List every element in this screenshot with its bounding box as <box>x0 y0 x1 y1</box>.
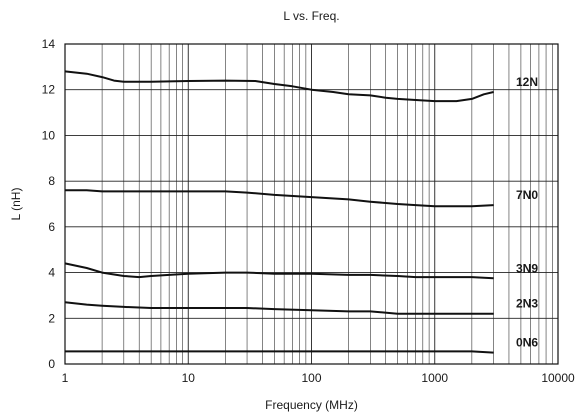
series-line-2n3 <box>64 301 494 315</box>
plot-frame <box>64 43 559 365</box>
tick-labels: 1 10 100 1000 10000 0 2 4 6 8 10 12 14 12N 7N0 3N9 2N3 0N… <box>42 37 575 385</box>
series-label-12n: 12N <box>516 75 538 89</box>
series-line-7n0 <box>65 189 494 208</box>
y-tick-label: 6 <box>48 220 55 234</box>
y-axis-title: L (nH) <box>9 188 23 221</box>
x-tick-label: 10000 <box>541 371 575 385</box>
series-label-7n0: 7N0 <box>516 188 538 202</box>
series-label-0n6: 0N6 <box>516 336 538 350</box>
series-line-12n <box>64 70 494 103</box>
series-lines <box>64 70 494 354</box>
x-tick-label: 100 <box>301 371 321 385</box>
chart-title: L vs. Freq. <box>283 9 339 23</box>
y-tick-label: 0 <box>48 357 55 371</box>
y-tick-label: 4 <box>48 266 55 280</box>
y-tick-label: 8 <box>48 174 55 188</box>
x-axis-title: Frequency (MHz) <box>265 398 358 412</box>
series-line-3n9 <box>64 262 494 280</box>
x-tick-label: 1 <box>62 371 69 385</box>
y-tick-label: 10 <box>42 128 56 142</box>
y-tick-label: 14 <box>42 37 56 51</box>
x-tick-label: 1000 <box>421 371 448 385</box>
series-label-3n9: 3N9 <box>516 261 538 275</box>
series-label-2n3: 2N3 <box>516 297 538 311</box>
series-line-0n6 <box>65 350 494 354</box>
y-tick-label: 2 <box>48 311 55 325</box>
y-tick-label: 12 <box>42 83 56 97</box>
x-tick-label: 10 <box>182 371 196 385</box>
grid <box>64 43 558 365</box>
